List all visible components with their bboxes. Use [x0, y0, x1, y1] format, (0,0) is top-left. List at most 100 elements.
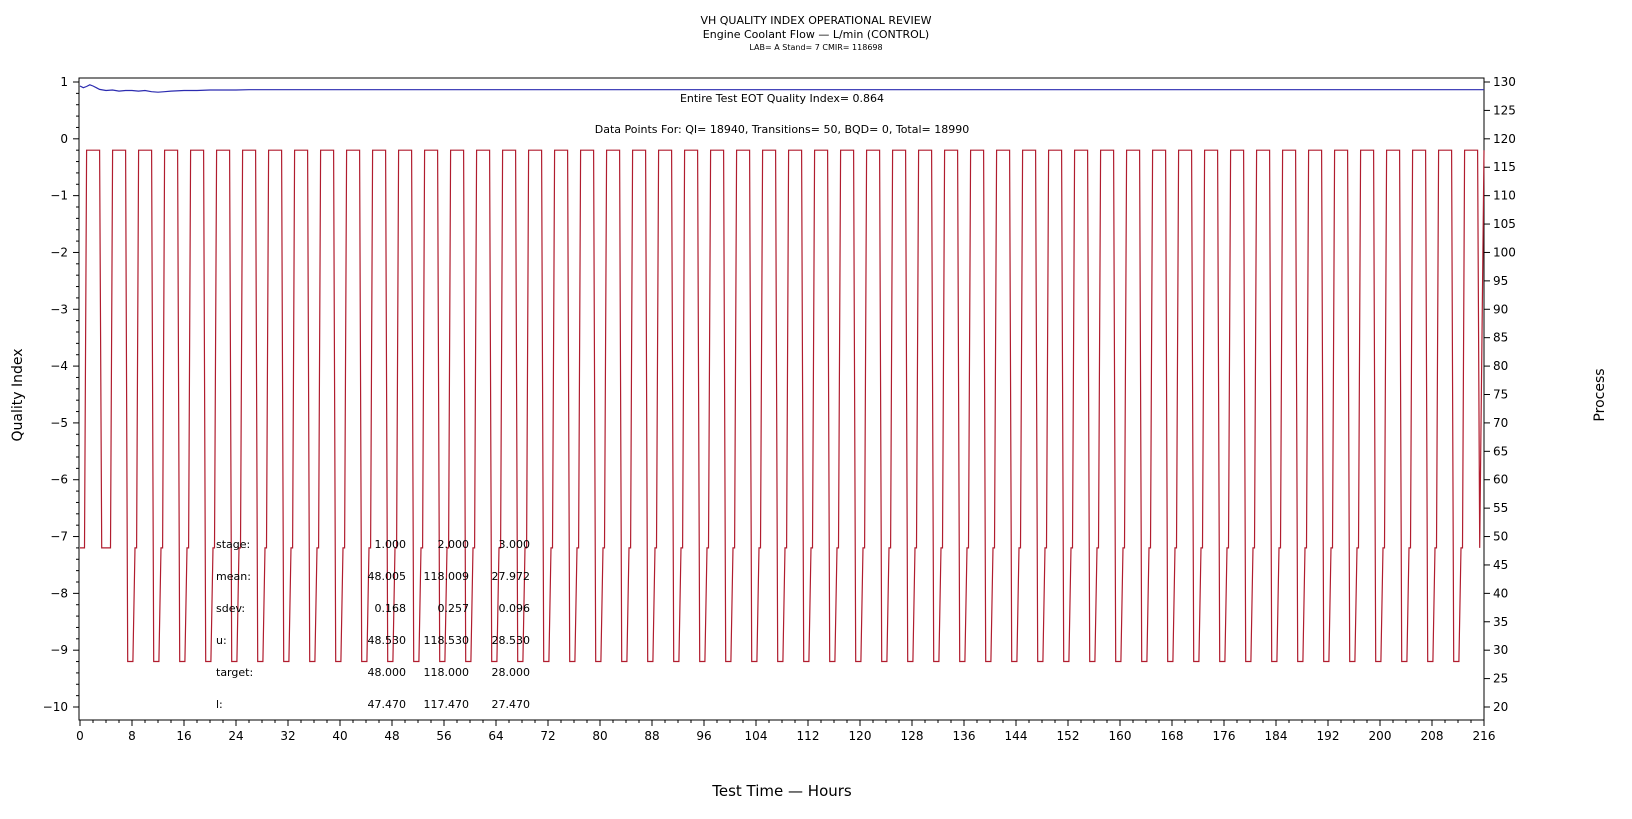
y-tick-label: −10	[43, 700, 68, 714]
y2-tick-label: 130	[1493, 75, 1516, 89]
y-tick-label: 1	[60, 75, 68, 89]
y2-tick-label: 120	[1493, 132, 1516, 146]
y-tick-label: −1	[50, 189, 68, 203]
stats-row-label: l:	[216, 698, 223, 711]
x-tick-label: 72	[540, 729, 555, 743]
x-tick-label: 40	[332, 729, 347, 743]
stats-value: 28.000	[492, 666, 531, 679]
x-tick-label: 96	[696, 729, 711, 743]
x-tick-label: 200	[1369, 729, 1392, 743]
eot-quality-index: Entire Test EOT Quality Index= 0.864	[680, 92, 884, 105]
y-axis-label: Quality Index	[10, 348, 26, 441]
y2-tick-label: 90	[1493, 302, 1508, 316]
y2-tick-label: 25	[1493, 672, 1508, 686]
x-tick-label: 80	[592, 729, 607, 743]
chart-subtitle: Engine Coolant Flow — L/min (CONTROL)	[702, 28, 930, 41]
y-tick-label: −3	[50, 302, 68, 316]
x-tick-label: 88	[644, 729, 659, 743]
y-tick-label: −4	[50, 359, 68, 373]
y-tick-label: 0	[60, 132, 68, 146]
stats-value: 118.009	[424, 570, 470, 583]
y2-tick-label: 95	[1493, 274, 1508, 288]
stats-value: 27.470	[492, 698, 531, 711]
stats-value: 1.000	[375, 538, 407, 551]
stats-table: stage: 1.000 2.000 3.000 mean: 48.005 118.009 2…	[216, 538, 530, 711]
x-tick-label: 64	[488, 729, 503, 743]
y-tick-label: −6	[50, 473, 68, 487]
y2-tick-label: 115	[1493, 160, 1516, 174]
stats-value: 118.530	[424, 634, 470, 647]
stats-value: 48.005	[368, 570, 407, 583]
chart-title: VH QUALITY INDEX OPERATIONAL REVIEW	[700, 14, 932, 27]
y2-tick-label: 85	[1493, 331, 1508, 345]
y-tick-label: −5	[50, 416, 68, 430]
stats-row-label: sdev:	[216, 602, 245, 615]
x-tick-label: 176	[1213, 729, 1236, 743]
y2-tick-label: 75	[1493, 388, 1508, 402]
y2-tick-label: 35	[1493, 615, 1508, 629]
y-tick-label: −7	[50, 530, 68, 544]
y2-tick-label: 80	[1493, 359, 1508, 373]
stats-value: 48.530	[368, 634, 407, 647]
stats-row-label: mean:	[216, 570, 251, 583]
series-line-quality-index	[79, 84, 1484, 93]
x-tick-label: 24	[228, 729, 243, 743]
x-tick-label: 120	[849, 729, 872, 743]
x-tick-label: 144	[1005, 729, 1028, 743]
x-tick-label: 0	[76, 729, 84, 743]
y-tick-label: −8	[50, 586, 68, 600]
y2-axis-label: Process	[1592, 368, 1608, 421]
series-line-process	[80, 149, 1485, 663]
stats-value: 117.470	[424, 698, 470, 711]
x-tick-label: 128	[901, 729, 924, 743]
y2-tick-label: 45	[1493, 558, 1508, 572]
x-tick-label: 16	[176, 729, 191, 743]
x-tick-label: 152	[1057, 729, 1080, 743]
series-group	[79, 84, 1485, 663]
stats-value: 0.168	[375, 602, 407, 615]
stats-value: 3.000	[499, 538, 531, 551]
y2-tick-label: 55	[1493, 501, 1508, 515]
y-axis-right: 130 125 120 115 110 105 100 95 90 85 80 75 70 65 60 55 5…	[1484, 75, 1516, 714]
y2-tick-label: 20	[1493, 700, 1508, 714]
stats-value: 27.972	[492, 570, 531, 583]
x-tick-label: 56	[436, 729, 451, 743]
x-tick-label: 216	[1473, 729, 1496, 743]
x-tick-label: 168	[1161, 729, 1184, 743]
stats-value: 47.470	[368, 698, 407, 711]
y2-tick-label: 40	[1493, 586, 1508, 600]
stats-value: 48.000	[368, 666, 407, 679]
y2-tick-label: 100	[1493, 245, 1516, 259]
y-tick-label: −2	[50, 245, 68, 259]
y2-tick-label: 65	[1493, 444, 1508, 458]
x-tick-label: 184	[1265, 729, 1288, 743]
x-tick-label: 192	[1317, 729, 1340, 743]
stats-row-label: u:	[216, 634, 227, 647]
y2-tick-label: 30	[1493, 643, 1508, 657]
x-tick-label: 112	[797, 729, 820, 743]
x-tick-label: 32	[280, 729, 295, 743]
stats-value: 118.000	[424, 666, 470, 679]
stats-value: 0.257	[438, 602, 470, 615]
y-tick-label: −9	[50, 643, 68, 657]
y2-tick-label: 70	[1493, 416, 1508, 430]
stats-value: 28.530	[492, 634, 531, 647]
y2-tick-label: 105	[1493, 217, 1516, 231]
y2-tick-label: 110	[1493, 189, 1516, 203]
stats-value: 0.096	[499, 602, 531, 615]
data-points-summary: Data Points For: QI= 18940, Transitions=…	[595, 123, 970, 136]
x-tick-label: 8	[128, 729, 136, 743]
y2-tick-label: 125	[1493, 103, 1516, 117]
y2-tick-label: 50	[1493, 530, 1508, 544]
x-tick-label: 160	[1109, 729, 1132, 743]
x-tick-label: 208	[1421, 729, 1444, 743]
x-axis: 0 8 16 24 32 40 48 56 64 72 80 88 96 104 112 120 128 136 1…	[76, 720, 1495, 743]
x-axis-label: Test Time — Hours	[711, 782, 852, 800]
x-tick-label: 48	[384, 729, 399, 743]
stats-value: 2.000	[438, 538, 470, 551]
stats-row-label: target:	[216, 666, 253, 679]
chart-info-line: LAB= A Stand= 7 CMIR= 118698	[749, 43, 883, 52]
x-tick-label: 104	[745, 729, 768, 743]
x-tick-label: 136	[953, 729, 976, 743]
